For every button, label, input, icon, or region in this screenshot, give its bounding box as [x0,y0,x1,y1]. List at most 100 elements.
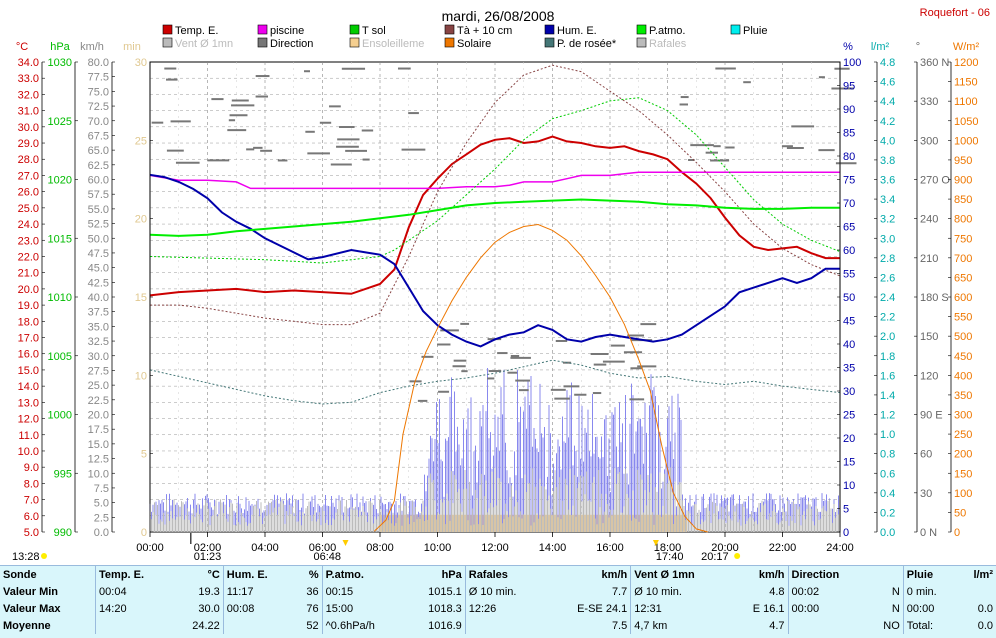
stats-cell: 24.22 [192,619,220,632]
y-tick-label: 47.5 [88,248,109,260]
moon-icon [41,553,47,559]
stats-cell: % [308,568,319,581]
y-tick-label: 950 [954,155,972,167]
y-tick-label: 1200 [954,57,978,69]
stats-cell: E 16.1 [752,602,785,615]
y-tick-label: 5.0 [94,498,109,510]
stats-cell: 00:00 [902,600,958,617]
chart-title: mardi, 26/08/2008 [442,8,555,24]
y-tick-label: 1030 [48,57,72,69]
legend-swatch [730,24,741,35]
axis-unit-label: ° [916,41,920,53]
y-tick-label: 10 [843,480,855,492]
stats-cell: hPa [441,568,462,581]
y-tick-label: 12.5 [88,454,109,466]
y-tick-label: 330 [920,96,938,108]
series-line [149,135,840,297]
legend-swatch [349,37,360,48]
y-tick-label: 10.0 [88,468,109,480]
series-line [150,64,841,326]
stats-cell: Moyenne [3,619,51,632]
y-tick-label: 4.4 [880,96,895,108]
y-tick-label: 50.0 [88,233,109,245]
legend-swatch [257,37,268,48]
y-tick-label: 9.0 [24,462,39,474]
legend-label: Solaire [457,38,491,50]
y-tick-label: 995 [54,468,72,480]
moon-time: 13:28 [12,551,40,563]
y-tick-label: 27.5 [88,365,109,377]
y-tick-label: 55 [843,269,855,281]
y-tick-label: 1000 [954,135,978,147]
y-tick-label: 0.0 [94,527,109,539]
y-tick-label: 1050 [954,116,978,128]
y-tick-label: 45.0 [88,263,109,275]
y-tick-label: 800 [954,214,972,226]
legend-label: T sol [362,25,386,37]
y-tick-label: 650 [954,272,972,284]
y-tick-label: 30 [920,488,932,500]
y-tick-label: 57.5 [88,189,109,201]
y-tick-label: 1.2 [880,410,895,422]
y-tick-label: 62.5 [88,160,109,172]
y-tick-label: 15.0 [18,365,39,377]
moonrise-time: 20:17 [701,551,729,563]
y-tick-label: 0.4 [880,488,895,500]
y-tick-label: 15 [135,292,147,304]
stats-cell: 00:04 [95,583,173,600]
y-tick-label: 0 N [920,527,937,539]
stats-cell: P.atmo. [321,566,406,583]
legend-label: P.atmo. [649,25,686,37]
stats-cell: 12:31 [630,600,731,617]
y-tick-label: 72.5 [88,101,109,113]
stats-table: Sonde Temp. E. °C Hum. E.% P.atmo. hPa Rafales… [0,566,996,634]
y-tick-label: 700 [954,253,972,265]
y-tick-label: 300 [920,135,938,147]
y-tick-label: 0 [843,527,849,539]
grid [150,62,840,532]
y-tick-label: 2.8 [880,253,895,265]
legend-label: Hum. E. [557,25,597,37]
y-tick-label: 55.0 [88,204,109,216]
y-tick-label: 4.8 [880,57,895,69]
legend-label: piscine [270,25,304,37]
y-tick-label: 20 [843,433,855,445]
y-tick-label: 270 O [920,175,950,187]
stats-cell: ^0.6hPa/h [321,617,406,634]
y-tick-label: 90 [843,104,855,116]
stats-cell: Sonde [3,568,37,581]
x-tick-label: 04:00 [251,542,279,554]
y-tick-label: 100 [954,488,972,500]
stats-cell: 1018.3 [428,602,462,615]
y-tick-label: 65 [843,222,855,234]
y-tick-label: 0 [954,527,960,539]
y-axes: 5.0 6.0 7.0 8.0 9.0 10.0 11.0 12.0 13.0 14.0 15.0 1… [18,57,979,539]
y-tick-label: 1010 [48,292,72,304]
y-tick-label: 1100 [954,96,978,108]
sunrise-time: 06:48 [314,551,342,563]
stats-cell: Rafales [464,566,547,583]
y-tick-label: 300 [954,410,972,422]
y-tick-label: 33.0 [18,73,39,85]
stats-cell [464,617,547,634]
y-tick-label: 27.0 [18,170,39,182]
y-tick-label: 32.0 [18,89,39,101]
y-tick-label: 2.5 [94,512,109,524]
legend-swatch [444,37,455,48]
stats-cell: N [891,585,900,598]
y-tick-label: 30.0 [18,122,39,134]
stats-cell: 0 min. [902,583,958,600]
y-tick-label: 85 [843,128,855,140]
x-tick-label: 16:00 [596,542,624,554]
y-tick-label: 75.0 [88,86,109,98]
y-tick-label: 1.8 [880,351,895,363]
y-tick-label: 21.0 [18,268,39,280]
stats-cell: 1015.1 [428,585,462,598]
y-tick-label: 750 [954,233,972,245]
axis-unit-label: hPa [50,41,70,53]
stats-cell: °C [207,568,220,581]
stats-cell: 0.0 [977,619,993,632]
stats-cell: 00:02 [787,583,869,600]
y-tick-label: 3.4 [880,194,895,206]
stats-cell: 7.7 [611,585,628,598]
